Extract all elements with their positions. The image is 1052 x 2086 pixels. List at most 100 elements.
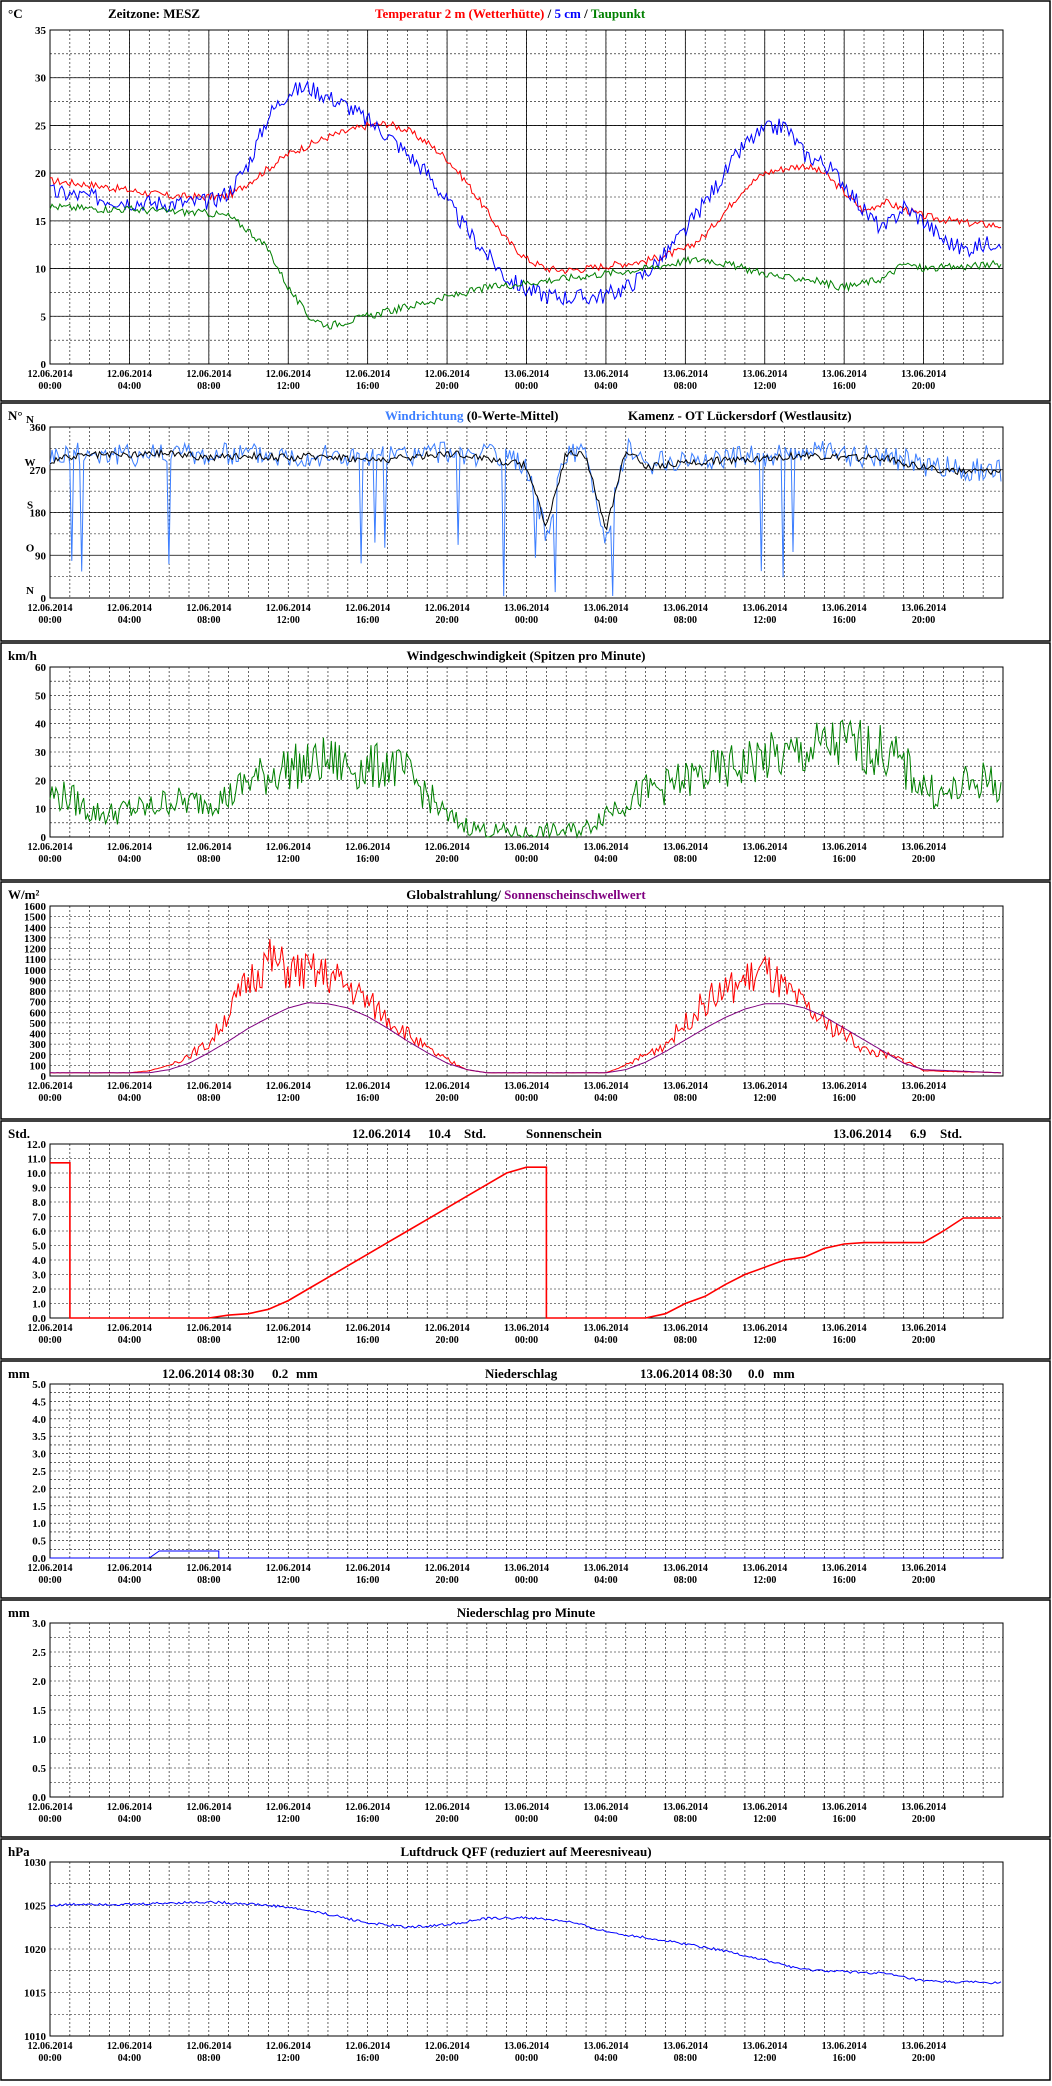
grid <box>50 1862 1003 2036</box>
compass-label: W <box>25 457 36 469</box>
x-tick-date: 12.06.2014 <box>266 2041 311 2052</box>
x-tick-date: 12.06.2014 <box>266 1802 311 1813</box>
x-tick-time: 20:00 <box>435 1093 458 1104</box>
y-tick-label: 1300 <box>24 933 47 945</box>
x-tick-date: 13.06.2014 <box>822 2041 867 2052</box>
unit-label: Std. <box>8 1126 30 1141</box>
y-tick-label: 8.0 <box>32 1197 46 1209</box>
x-tick-time: 08:00 <box>674 2053 697 2064</box>
y-tick-label: 25 <box>35 120 47 132</box>
grid <box>50 1384 1003 1558</box>
x-tick-time: 20:00 <box>435 2053 458 2064</box>
x-tick-date: 12.06.2014 <box>345 1323 390 1334</box>
series-line-press-0 <box>49 1900 1002 1985</box>
x-tick-time: 00:00 <box>38 1814 61 1825</box>
legend-entry: / <box>581 6 591 21</box>
x-tick-date: 13.06.2014 <box>583 1802 628 1813</box>
y-tick-label: 4.0 <box>32 1414 46 1426</box>
x-tick-date: 13.06.2014 <box>663 1563 708 1574</box>
x-tick-time: 00:00 <box>515 1093 538 1104</box>
x-tick-date: 13.06.2014 <box>822 1081 867 1092</box>
x-tick-date: 12.06.2014 <box>28 1323 73 1334</box>
panel-border <box>0 0 1051 402</box>
x-tick-date: 13.06.2014 <box>583 603 628 614</box>
x-tick-date: 13.06.2014 <box>583 369 628 380</box>
x-tick-time: 04:00 <box>118 1093 141 1104</box>
y-tick-label: 90 <box>35 550 47 562</box>
x-tick-time: 12:00 <box>277 615 300 626</box>
x-tick-date: 13.06.2014 <box>663 369 708 380</box>
x-tick-date: 13.06.2014 <box>742 842 787 853</box>
y-tick-label: 1025 <box>24 1901 47 1913</box>
x-tick-date: 12.06.2014 <box>345 1081 390 1092</box>
x-tick-time: 00:00 <box>515 381 538 392</box>
y-tick-label: 1015 <box>24 1988 47 2000</box>
y-tick-label: 3.0 <box>32 1270 46 1282</box>
sunshine-unit-1: Std. <box>464 1126 486 1141</box>
panel-border <box>0 402 1051 642</box>
x-tick-date: 12.06.2014 <box>28 603 73 614</box>
unit-label: km/h <box>8 648 38 663</box>
panel-wdir: 090180270360NOSWNN°12.06.201400:0012.06.… <box>0 402 1051 642</box>
x-tick-date: 13.06.2014 <box>504 603 549 614</box>
x-tick-date: 12.06.2014 <box>425 1802 470 1813</box>
x-tick-time: 16:00 <box>356 381 379 392</box>
x-tick-date: 13.06.2014 <box>583 2041 628 2052</box>
sunshine-title: Sonnenschein <box>526 1126 603 1141</box>
x-tick-time: 08:00 <box>197 381 220 392</box>
y-tick-label: 400 <box>30 1029 47 1041</box>
x-tick-date: 12.06.2014 <box>186 2041 231 2052</box>
x-tick-time: 20:00 <box>435 1575 458 1586</box>
sunshine-date-2: 13.06.2014 <box>833 1126 892 1141</box>
x-tick-date: 13.06.2014 <box>822 1323 867 1334</box>
x-tick-date: 13.06.2014 <box>663 1081 708 1092</box>
x-tick-date: 12.06.2014 <box>345 842 390 853</box>
x-tick-time: 04:00 <box>118 1335 141 1346</box>
y-tick-label: 1.5 <box>32 1501 46 1513</box>
y-tick-label: 900 <box>30 975 47 987</box>
x-tick-time: 04:00 <box>594 1814 617 1825</box>
x-tick-time: 16:00 <box>832 1814 855 1825</box>
unit-label: °C <box>8 6 23 21</box>
x-tick-date: 13.06.2014 <box>742 1563 787 1574</box>
sunshine-value-1: 10.4 <box>428 1126 451 1141</box>
x-tick-time: 08:00 <box>674 615 697 626</box>
y-tick-label: 1200 <box>24 944 47 956</box>
series-line-wspeed-0 <box>49 719 1002 839</box>
panel-border <box>0 1120 1051 1360</box>
x-tick-date: 13.06.2014 <box>583 842 628 853</box>
x-tick-time: 12:00 <box>277 2053 300 2064</box>
x-tick-date: 12.06.2014 <box>425 603 470 614</box>
y-tick-label: 1010 <box>24 2031 47 2043</box>
sunshine-value-2: 6.9 <box>910 1126 927 1141</box>
x-tick-time: 16:00 <box>832 1335 855 1346</box>
y-tick-label: 1400 <box>24 922 47 934</box>
x-tick-date: 12.06.2014 <box>186 603 231 614</box>
y-tick-label: 10.0 <box>27 1168 47 1180</box>
unit-label: N° <box>8 408 23 423</box>
y-tick-label: 2.5 <box>32 1466 46 1478</box>
panel-border <box>0 1599 1051 1838</box>
precip-value-2: 0.0 <box>748 1366 764 1381</box>
x-tick-date: 13.06.2014 <box>742 1081 787 1092</box>
x-tick-date: 12.06.2014 <box>107 2041 152 2052</box>
series-line-temp-0 <box>50 120 1002 275</box>
grid <box>50 1144 1003 1318</box>
panel-temp: 05101520253035°C12.06.201400:0012.06.201… <box>0 0 1051 402</box>
x-tick-time: 16:00 <box>356 1093 379 1104</box>
x-tick-date: 12.06.2014 <box>107 369 152 380</box>
y-tick-label: 1.5 <box>32 1705 46 1717</box>
x-tick-date: 12.06.2014 <box>266 1563 311 1574</box>
x-tick-date: 13.06.2014 <box>901 1081 946 1092</box>
x-tick-date: 13.06.2014 <box>504 1323 549 1334</box>
x-tick-date: 12.06.2014 <box>345 1563 390 1574</box>
x-tick-time: 08:00 <box>197 2053 220 2064</box>
precip-value-1: 0.2 <box>272 1366 288 1381</box>
y-tick-label: 2.0 <box>32 1284 46 1296</box>
x-tick-time: 00:00 <box>515 615 538 626</box>
x-tick-time: 00:00 <box>515 1335 538 1346</box>
x-tick-time: 12:00 <box>277 854 300 865</box>
wind-direction-legend: Windrichtung (0-Werte-Mittel) <box>385 408 558 423</box>
x-tick-date: 13.06.2014 <box>742 1323 787 1334</box>
y-tick-label: 15 <box>35 216 47 228</box>
